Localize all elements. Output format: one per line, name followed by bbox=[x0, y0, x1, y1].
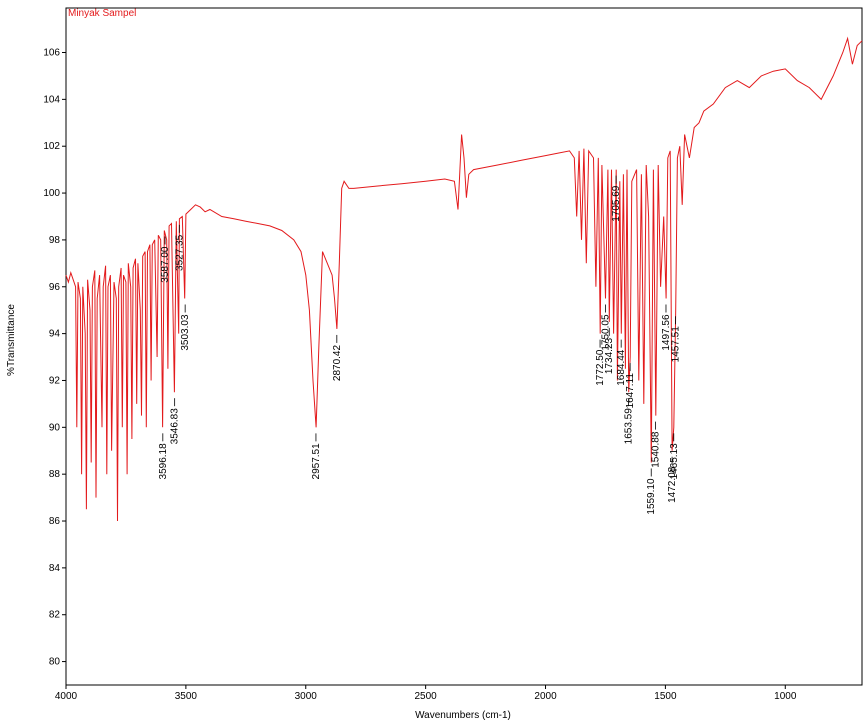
x-tick-label: 3500 bbox=[175, 691, 198, 702]
x-tick-label: 2500 bbox=[415, 691, 438, 702]
y-axis-label: %Transmittance bbox=[6, 304, 17, 376]
peak-label: 3596.18 bbox=[158, 443, 169, 480]
peak-label: 2957.51 bbox=[311, 443, 322, 480]
peak-label: 1497.56 bbox=[661, 314, 672, 351]
plot-frame bbox=[65, 7, 863, 686]
peak-label: 3546.83 bbox=[170, 408, 181, 445]
y-tick-label: 100 bbox=[43, 188, 60, 199]
peak-label: 3527.35 bbox=[174, 234, 185, 271]
peak-label: 3587.00 bbox=[160, 246, 171, 283]
y-tick-label: 86 bbox=[49, 516, 61, 527]
peak-label: 3503.03 bbox=[180, 314, 191, 351]
peak-label: 1772.50 bbox=[595, 349, 606, 386]
x-tick-label: 2000 bbox=[534, 691, 557, 702]
x-tick-label: 1500 bbox=[654, 691, 677, 702]
y-tick-label: 90 bbox=[49, 422, 61, 433]
y-tick-label: 84 bbox=[49, 563, 61, 574]
peak-label: 1684.44 bbox=[616, 349, 627, 386]
y-tick-label: 106 bbox=[43, 48, 60, 59]
x-tick-label: 3000 bbox=[295, 691, 318, 702]
x-tick-label: 1000 bbox=[774, 691, 797, 702]
y-tick-label: 94 bbox=[49, 329, 61, 340]
y-tick-label: 98 bbox=[49, 235, 61, 246]
peak-label: 2870.42 bbox=[332, 345, 343, 382]
peak-label: 1472.08 bbox=[667, 466, 678, 503]
x-tick-label: 4000 bbox=[55, 691, 78, 702]
peak-label: 1540.88 bbox=[651, 431, 662, 468]
x-axis-label: Wavenumbers (cm-1) bbox=[415, 710, 511, 721]
peak-label: 1457.51 bbox=[671, 326, 682, 363]
spectrum-line bbox=[65, 36, 863, 522]
peak-label: 1559.10 bbox=[646, 478, 657, 515]
peak-label: 1647.11 bbox=[625, 373, 636, 409]
peak-label: 1734.23 bbox=[604, 337, 615, 374]
y-tick-label: 102 bbox=[43, 141, 60, 152]
peak-label: 1705.69 bbox=[611, 185, 622, 222]
y-tick-label: 80 bbox=[49, 657, 61, 668]
peak-label: 1750.05 bbox=[600, 314, 611, 351]
y-tick-label: 92 bbox=[49, 375, 61, 386]
peak-label: 1465.13 bbox=[669, 443, 680, 480]
y-tick-label: 88 bbox=[49, 469, 61, 480]
y-tick-label: 96 bbox=[49, 282, 61, 293]
y-tick-label: 82 bbox=[49, 610, 61, 621]
chart-title: Minyak Sampel bbox=[68, 8, 136, 19]
peak-label: 1653.59 bbox=[624, 408, 635, 445]
y-tick-label: 104 bbox=[43, 94, 60, 105]
